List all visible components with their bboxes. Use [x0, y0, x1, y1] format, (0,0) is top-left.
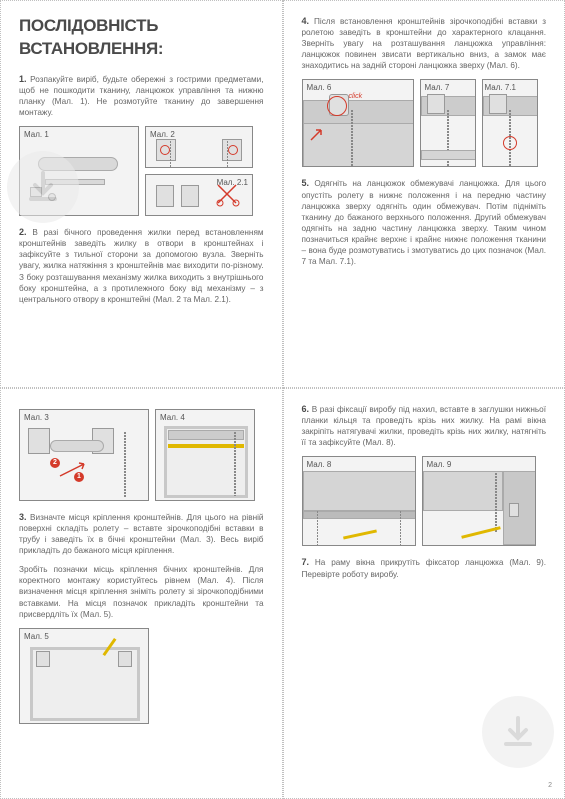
figure-71-label: Мал. 7.1: [485, 83, 516, 94]
step-5-text: 5. Одягніть на ланцюжок обмежувачі ланцю…: [302, 177, 547, 267]
step-4-text: 4. Після встановлення кронштейнів зірочк…: [302, 15, 547, 71]
figure-5-label: Мал. 5: [24, 632, 49, 643]
figure-8-label: Мал. 8: [307, 460, 332, 471]
figure-1-label: Мал. 1: [24, 130, 49, 141]
thread-icon: [227, 141, 228, 167]
section-top-left: ПОСЛІДОВНІСТЬ ВСТАНОВЛЕННЯ: 1. Розпакуйт…: [0, 0, 283, 388]
page-title: ПОСЛІДОВНІСТЬ ВСТАНОВЛЕННЯ:: [19, 15, 264, 61]
step-1-text: 1. Розпакуйте виріб, будьте обережні з г…: [19, 73, 264, 118]
step-5-num: 5.: [302, 178, 310, 188]
bracket-icon: [28, 428, 50, 454]
step-7-num: 7.: [302, 557, 310, 567]
chain-icon: [495, 473, 497, 533]
bottom-bar-icon: [421, 150, 476, 160]
figure-3: Мал. 3 2 1: [19, 409, 149, 501]
chain-icon: [124, 432, 126, 498]
instruction-page: ПОСЛІДОВНІСТЬ ВСТАНОВЛЕННЯ: 1. Розпакуйт…: [0, 0, 565, 799]
step-4-num: 4.: [302, 16, 310, 26]
thread-icon: [170, 141, 171, 167]
download-arrow-icon: [498, 712, 538, 752]
step-4-body: Після встановлення кронштейнів зірочкопо…: [302, 17, 547, 70]
fig-row-6-7: Мал. 6 click Мал. 7 Мал. 7.1: [302, 79, 547, 167]
thread-icon: [400, 511, 401, 545]
figure-7-1: Мал. 7.1: [482, 79, 538, 167]
level-icon: [168, 444, 244, 448]
tube-icon: [50, 440, 104, 452]
step-6-text: 6. В разі фіксації виробу під нахил, вст…: [302, 403, 547, 448]
fabric-icon: [303, 471, 416, 511]
figure-7-label: Мал. 7: [425, 83, 450, 94]
bracket-icon: [36, 651, 50, 667]
step-5-body: Одягніть на ланцюжок обмежувачі ланцюжка…: [302, 179, 547, 266]
fig-row-8-9: Мал. 8 Мал. 9: [302, 456, 547, 546]
highlight-icon: [327, 96, 347, 116]
step-3b-text: Зробіть позначки місць кріплення бічних …: [19, 564, 264, 619]
fabric-icon: [423, 471, 503, 511]
figure-3-label: Мал. 3: [24, 413, 49, 424]
section-top-right: 4. Після встановлення кронштейнів зірочк…: [283, 0, 565, 388]
figure-2-1: Мал. 2.1: [145, 174, 253, 216]
section-bottom-left: Мал. 3 2 1 Мал. 4 3. Визначте місця кріп…: [0, 388, 283, 799]
step-3-num: 3.: [19, 512, 27, 522]
step-1-body: Розпакуйте виріб, будьте обережні з гост…: [19, 75, 264, 117]
step-6-num: 6.: [302, 404, 310, 414]
mechanism-icon: [427, 94, 445, 114]
figure-6: Мал. 6 click: [302, 79, 414, 167]
arrow-icon: [58, 462, 88, 480]
fig-col-2: Мал. 2 Мал. 2.1: [145, 126, 253, 216]
step-7-body: На раму вікна прикрутіть фіксатор ланцюж…: [302, 558, 547, 578]
figure-8: Мал. 8: [302, 456, 416, 546]
bracket-icon: [181, 185, 199, 207]
step-2-num: 2.: [19, 227, 27, 237]
step-2-body: В разі бічного проведення жилки перед вс…: [19, 228, 264, 303]
figure-9-label: Мал. 9: [427, 460, 452, 471]
step-6-body: В разі фіксації виробу під нахил, вставт…: [302, 405, 547, 447]
figure-2: Мал. 2: [145, 126, 253, 168]
mechanism-icon: [489, 94, 507, 114]
step-2-text: 2. В разі бічного проведення жилки перед…: [19, 226, 264, 305]
frame-icon: [503, 471, 536, 545]
step-7-text: 7. На раму вікна прикрутіть фіксатор лан…: [302, 556, 547, 579]
page-number: 2: [548, 781, 552, 790]
chain-holder-icon: [509, 503, 519, 517]
bracket-icon: [156, 185, 174, 207]
highlight-icon: [503, 136, 517, 150]
figure-5: Мал. 5: [19, 628, 149, 724]
download-arrow-icon: [23, 167, 63, 207]
step-3-body: Визначте місця кріплення кронштейнів. Дл…: [19, 513, 264, 555]
section-bottom-right: 6. В разі фіксації виробу під нахил, вст…: [283, 388, 565, 799]
bracket-icon: [118, 651, 132, 667]
watermark-icon: [7, 151, 79, 223]
arrow-icon: [309, 128, 323, 142]
scissors-icon: [216, 183, 242, 209]
click-label: click: [349, 92, 363, 101]
figure-6-label: Мал. 6: [307, 83, 332, 94]
watermark-icon: [482, 696, 554, 768]
step-1-num: 1.: [19, 74, 27, 84]
figure-4: Мал. 4: [155, 409, 255, 501]
thread-icon: [317, 511, 318, 545]
figure-7: Мал. 7: [420, 79, 476, 167]
chain-icon: [351, 110, 353, 166]
screwdriver-icon: [343, 530, 377, 540]
figure-9: Мал. 9: [422, 456, 536, 546]
figure-4-label: Мал. 4: [160, 413, 185, 424]
fig-row-3-4: Мал. 3 2 1 Мал. 4: [19, 409, 264, 501]
step-3-text: 3. Визначте місця кріплення кронштейнів.…: [19, 511, 264, 556]
roller-icon: [168, 430, 244, 440]
chain-icon: [234, 432, 236, 496]
blind-top-icon: [303, 100, 414, 124]
